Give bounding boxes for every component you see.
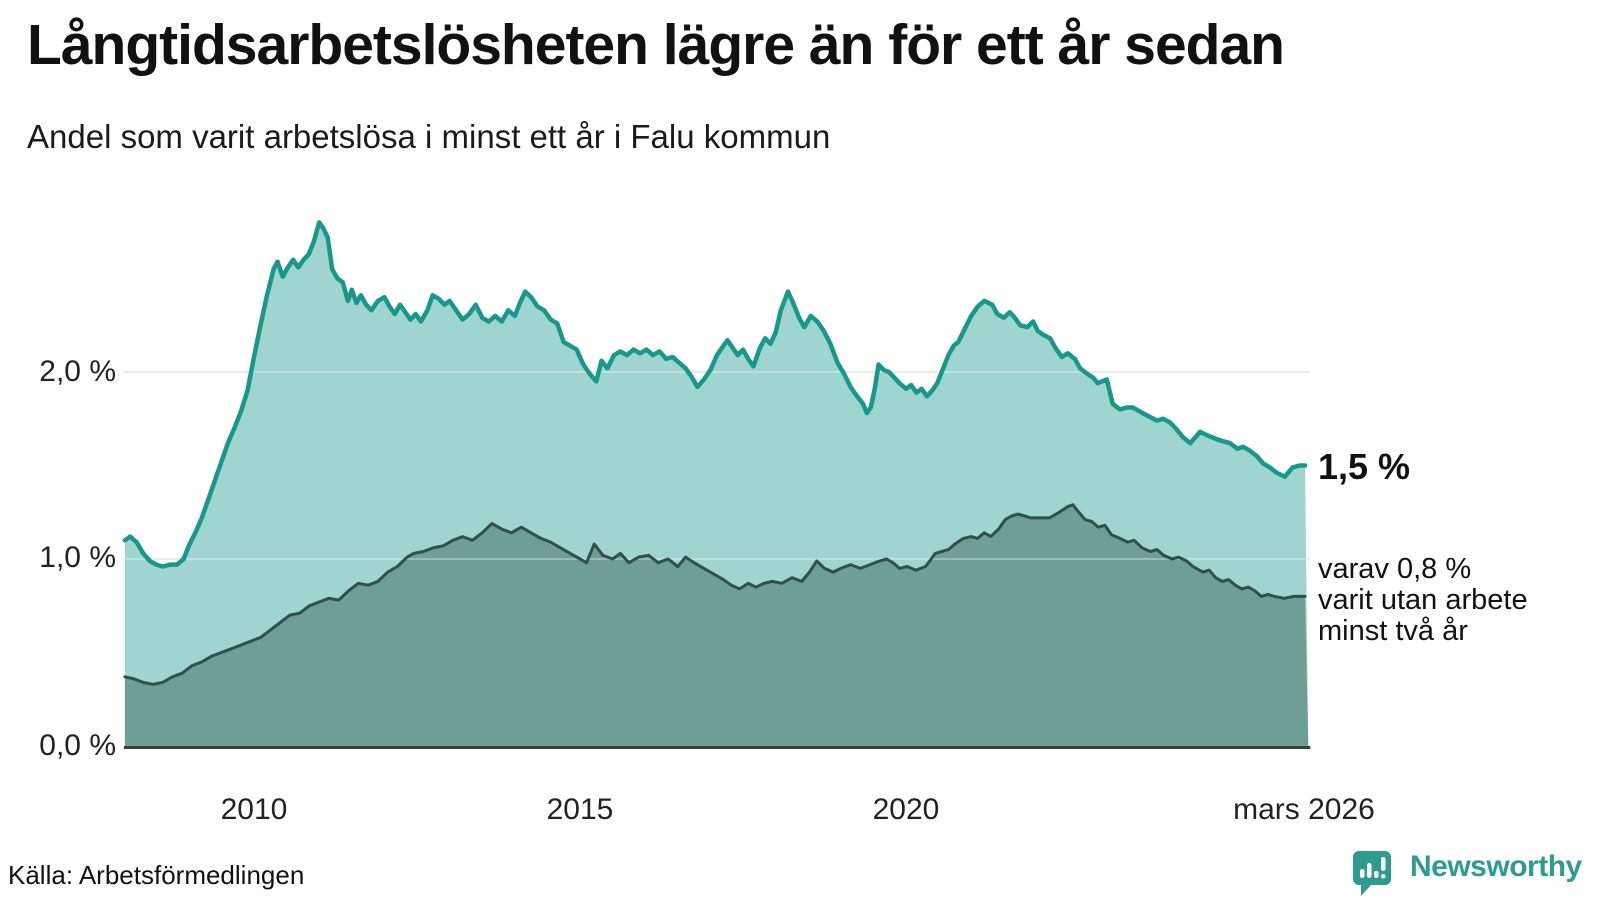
x-axis-tick-2010: 2010 [220, 793, 288, 826]
latest-value-label: 1,5 % [1318, 446, 1411, 487]
x-axis-tick-2015: 2015 [546, 793, 614, 826]
page-subtitle: Andel som varit arbetslösa i minst ett å… [27, 118, 831, 155]
x-axis-tick-2020: 2020 [872, 793, 940, 826]
sub-series-annotation-line1: varav 0,8 % [1318, 553, 1472, 585]
y-axis-tick-2: 2,0 % [39, 355, 116, 388]
y-axis-tick-1: 1,0 % [39, 541, 116, 574]
sub-series-annotation-line2: varit utan arbete [1318, 584, 1528, 616]
unemployment-area-chart [122, 220, 1311, 749]
sub-series-annotation-line3: minst två år [1318, 615, 1468, 647]
newsworthy-wordmark: Newsworthy [1410, 850, 1582, 883]
y-axis-tick-0: 0,0 % [39, 729, 116, 762]
x-axis-tick-mars-2026: mars 2026 [1233, 793, 1375, 826]
page-title: Långtidsarbetslösheten lägre än för ett … [27, 13, 1285, 77]
sub-series-annotation: varav 0,8 % varit utan arbete minst två … [1318, 554, 1528, 647]
source-credit: Källa: Arbetsförmedlingen [8, 860, 305, 890]
newsworthy-logo-icon [1353, 851, 1391, 896]
